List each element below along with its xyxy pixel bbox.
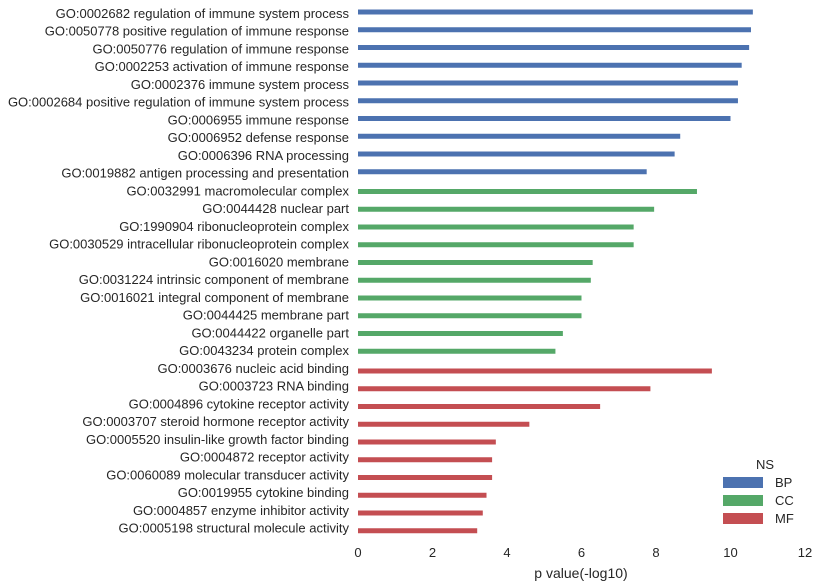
x-tick-label: 4 (503, 545, 510, 560)
category-label: GO:0050778 positive regulation of immune… (45, 24, 349, 39)
bar (358, 528, 478, 534)
x-tick-label: 6 (578, 545, 585, 560)
bar (358, 368, 712, 374)
bar (358, 421, 530, 427)
legend-label-mf: MF (775, 511, 794, 526)
category-label: GO:0006396 RNA processing (178, 148, 349, 163)
bar (358, 348, 556, 354)
bar (358, 404, 601, 409)
bar (358, 492, 487, 498)
bar (358, 260, 593, 265)
bar (358, 386, 651, 392)
category-label: GO:0050776 regulation of immune response (92, 41, 349, 56)
category-label: GO:0002684 positive regulation of immune… (8, 95, 350, 110)
category-label: GO:0006955 immune response (168, 112, 349, 127)
x-axis-ticks: 0 2 4 6 8 10 12 (354, 545, 812, 560)
bars-group (358, 9, 753, 534)
category-label: GO:0031224 intrinsic component of membra… (79, 272, 349, 287)
category-label: GO:0004872 receptor activity (180, 450, 350, 465)
bar (358, 133, 681, 139)
category-labels: GO:0002682 regulation of immune system p… (8, 6, 350, 536)
bar (358, 169, 647, 175)
category-label: GO:0019955 cytokine binding (178, 485, 349, 500)
category-label: GO:0019882 antigen processing and presen… (61, 166, 349, 181)
category-label: GO:0005520 insulin-like growth factor bi… (86, 432, 349, 447)
category-label: GO:0016020 membrane (209, 254, 349, 269)
bar (358, 80, 738, 86)
category-label: GO:0005198 structural molecule activity (119, 521, 350, 536)
bar (358, 224, 634, 230)
bar (358, 331, 563, 336)
category-label: GO:0002253 activation of immune response (95, 59, 349, 74)
bar (358, 9, 753, 15)
bar (358, 27, 751, 33)
category-label: GO:0002376 immune system process (131, 77, 350, 92)
legend-label-bp: BP (775, 475, 792, 490)
x-tick-label: 12 (798, 545, 812, 560)
bar (358, 457, 493, 463)
bar (358, 439, 496, 445)
x-axis-title: p value(-log10) (534, 565, 627, 581)
category-label: GO:0002682 regulation of immune system p… (56, 6, 350, 21)
category-label: GO:0030529 intracellular ribonucleoprote… (49, 237, 349, 252)
bar (358, 206, 655, 212)
category-label: GO:0003676 nucleic acid binding (157, 361, 349, 376)
category-label: GO:0003723 RNA binding (199, 379, 349, 394)
bar (358, 277, 591, 283)
category-label: GO:0003707 steroid hormone receptor acti… (82, 414, 349, 429)
bar (358, 98, 738, 104)
bar (358, 313, 582, 319)
legend-swatch-bp (723, 477, 763, 488)
category-label: GO:0004896 cytokine receptor activity (129, 396, 350, 411)
bar (358, 45, 750, 50)
category-label: GO:0032991 macromolecular complex (126, 183, 349, 198)
category-label: GO:0044425 membrane part (183, 308, 350, 323)
bar (358, 475, 493, 480)
bar (358, 116, 731, 121)
bar (358, 151, 675, 157)
legend-swatch-mf (723, 513, 763, 524)
legend-label-cc: CC (775, 493, 794, 508)
category-label: GO:0044428 nuclear part (202, 201, 349, 216)
x-tick-label: 0 (354, 545, 361, 560)
category-label: GO:0016021 integral component of membran… (80, 290, 349, 305)
x-tick-label: 10 (723, 545, 737, 560)
bar (358, 62, 742, 68)
legend: NS BP CC MF (723, 457, 794, 526)
category-label: GO:0006952 defense response (168, 130, 349, 145)
category-label: GO:0004857 enzyme inhibitor activity (133, 503, 350, 518)
legend-swatch-cc (723, 495, 763, 506)
bar (358, 242, 634, 248)
category-label: GO:0044422 organelle part (191, 325, 349, 340)
bar (358, 510, 483, 516)
category-label: GO:0043234 protein complex (179, 343, 349, 358)
category-label: GO:1990904 ribonucleoprotein complex (119, 219, 349, 234)
bar (358, 295, 582, 301)
legend-title: NS (756, 457, 774, 472)
category-label: GO:0060089 molecular transducer activity (106, 467, 349, 482)
x-tick-label: 2 (429, 545, 436, 560)
bar (358, 189, 697, 194)
x-tick-label: 8 (652, 545, 659, 560)
